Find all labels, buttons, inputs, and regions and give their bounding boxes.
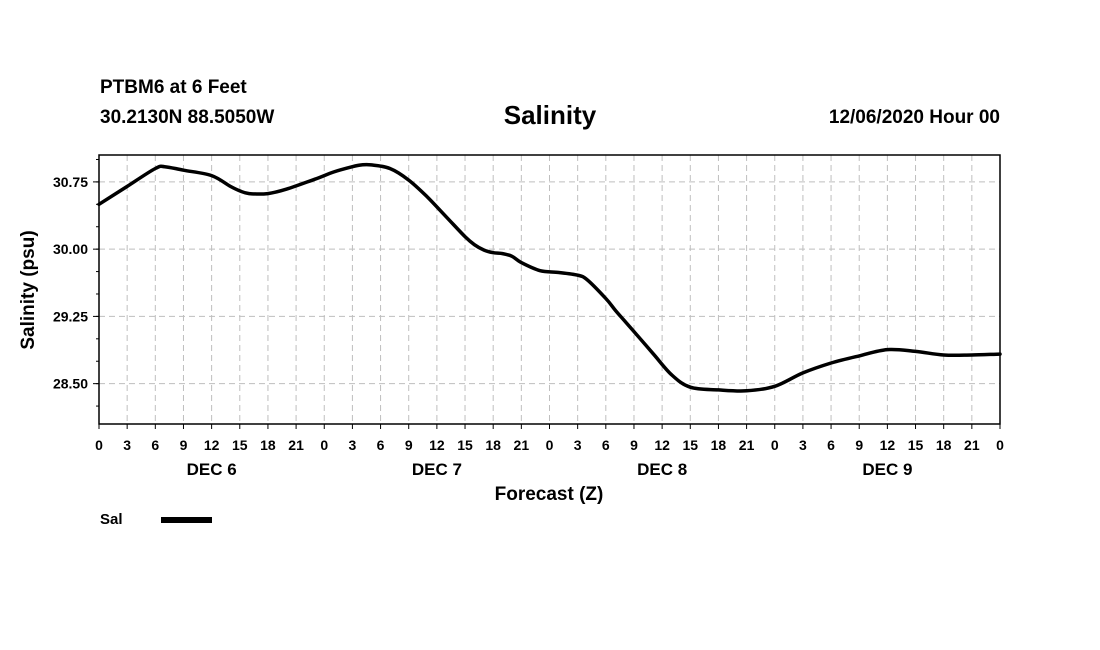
- y-axis-label: Salinity (psu): [18, 230, 39, 349]
- x-tick-label: 3: [123, 437, 131, 453]
- x-tick-label: 15: [457, 437, 473, 453]
- y-tick-label: 28.50: [53, 376, 88, 392]
- x-tick-label: 6: [151, 437, 159, 453]
- x-tick-label: 6: [602, 437, 610, 453]
- x-tick-label: 21: [964, 437, 980, 453]
- x-tick-label: 15: [232, 437, 248, 453]
- coordinates-label: 30.2130N 88.5050W: [100, 107, 275, 128]
- legend-label: Sal: [100, 511, 123, 528]
- x-axis-ticks: 0 3 6 9 12 15 18 21 0 3 6 9 12 15 18 21 0 3 6 9 12 15 18 21 0 3 6 9…: [95, 424, 1004, 453]
- day-label: DEC 8: [637, 460, 687, 479]
- x-tick-label: 12: [204, 437, 220, 453]
- x-tick-label: 18: [260, 437, 276, 453]
- y-axis-ticks: 28.50 29.25 30.00 30.75: [53, 174, 99, 392]
- x-tick-label: 6: [827, 437, 835, 453]
- x-tick-label: 12: [880, 437, 896, 453]
- x-tick-label: 12: [654, 437, 670, 453]
- station-label: PTBM6 at 6 Feet: [100, 77, 247, 98]
- x-tick-label: 18: [711, 437, 727, 453]
- x-tick-label: 0: [996, 437, 1004, 453]
- x-tick-label: 21: [288, 437, 304, 453]
- x-tick-label: 0: [95, 437, 103, 453]
- x-tick-label: 3: [574, 437, 582, 453]
- x-tick-label: 21: [514, 437, 530, 453]
- x-tick-label: 15: [908, 437, 924, 453]
- x-tick-label: 15: [682, 437, 698, 453]
- y-tick-label: 30.75: [53, 174, 88, 190]
- x-tick-label: 18: [485, 437, 501, 453]
- x-tick-label: 0: [771, 437, 779, 453]
- x-tick-label: 6: [377, 437, 385, 453]
- x-tick-label: 18: [936, 437, 952, 453]
- x-tick-label: 0: [320, 437, 328, 453]
- chart-title: Salinity: [503, 100, 597, 130]
- day-labels: DEC 6 DEC 7 DEC 8 DEC 9: [187, 460, 913, 479]
- gridlines: [99, 155, 1000, 424]
- x-tick-label: 21: [739, 437, 755, 453]
- x-tick-label: 3: [349, 437, 357, 453]
- legend-swatch: [161, 517, 212, 523]
- day-label: DEC 9: [862, 460, 912, 479]
- x-tick-label: 9: [855, 437, 863, 453]
- x-tick-label: 9: [180, 437, 188, 453]
- day-label: DEC 6: [187, 460, 237, 479]
- day-label: DEC 7: [412, 460, 462, 479]
- y-tick-label: 30.00: [53, 241, 88, 257]
- x-tick-label: 9: [405, 437, 413, 453]
- forecast-date-label: 12/06/2020 Hour 00: [828, 107, 1000, 128]
- salinity-series-line: [97, 162, 1002, 393]
- x-tick-label: 0: [546, 437, 554, 453]
- y-tick-label: 29.25: [53, 308, 88, 324]
- x-tick-label: 9: [630, 437, 638, 453]
- x-axis-label: Forecast (Z): [495, 484, 604, 505]
- x-tick-label: 12: [429, 437, 445, 453]
- x-tick-label: 3: [799, 437, 807, 453]
